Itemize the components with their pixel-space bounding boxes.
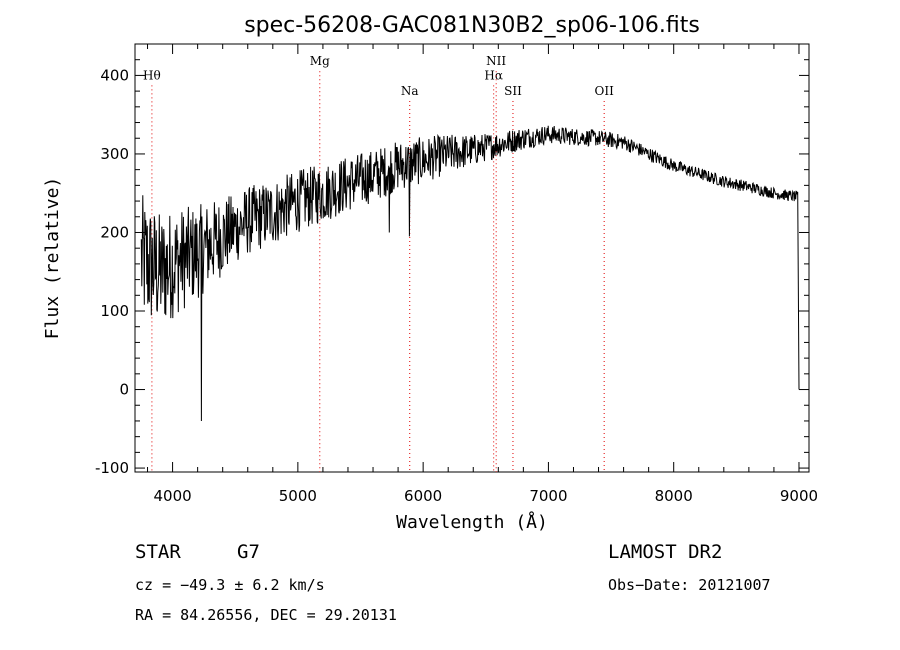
x-tick-label: 4000	[153, 487, 191, 505]
axis-ticks: 4000 5000 6000 7000 8000 9000 -100 0 100 200 300 40…	[95, 44, 818, 505]
line-label: OII	[595, 84, 615, 98]
y-tick-label: 100	[100, 302, 129, 320]
line-label: Na	[401, 84, 419, 98]
flux-series-line	[140, 125, 800, 422]
line-label: Hθ	[143, 68, 161, 82]
y-tick-label: -100	[95, 459, 129, 477]
y-tick-label: 200	[100, 223, 129, 241]
plot-frame	[134, 43, 810, 473]
line-label: NII	[486, 54, 506, 68]
y-axis-label: Flux (relative)	[42, 177, 63, 340]
chart-title: spec-56208-GAC081N30B2_sp06-106.fits	[244, 13, 700, 38]
redshift-cz: cz = −49.3 ± 6.2 km/s	[135, 576, 325, 594]
object-subclass: G7	[237, 541, 260, 563]
x-tick-label: 8000	[655, 487, 693, 505]
line-label: Hα	[484, 68, 503, 82]
coordinates: RA = 84.26556, DEC = 29.20131	[135, 606, 397, 624]
line-label: Mg	[310, 54, 330, 68]
x-tick-label: 7000	[529, 487, 567, 505]
y-tick-label: 300	[100, 145, 129, 163]
object-class: STAR	[135, 541, 181, 563]
x-tick-label: 9000	[780, 487, 818, 505]
survey-label: LAMOST DR2	[608, 541, 723, 563]
obs-date: Obs−Date: 20121007	[608, 576, 771, 594]
y-tick-label: 0	[119, 381, 129, 399]
y-tick-label: 400	[100, 66, 129, 84]
x-tick-label: 6000	[404, 487, 442, 505]
x-axis-label: Wavelength (Å)	[396, 511, 548, 533]
x-tick-label: 5000	[279, 487, 317, 505]
line-label: SII	[504, 84, 522, 98]
